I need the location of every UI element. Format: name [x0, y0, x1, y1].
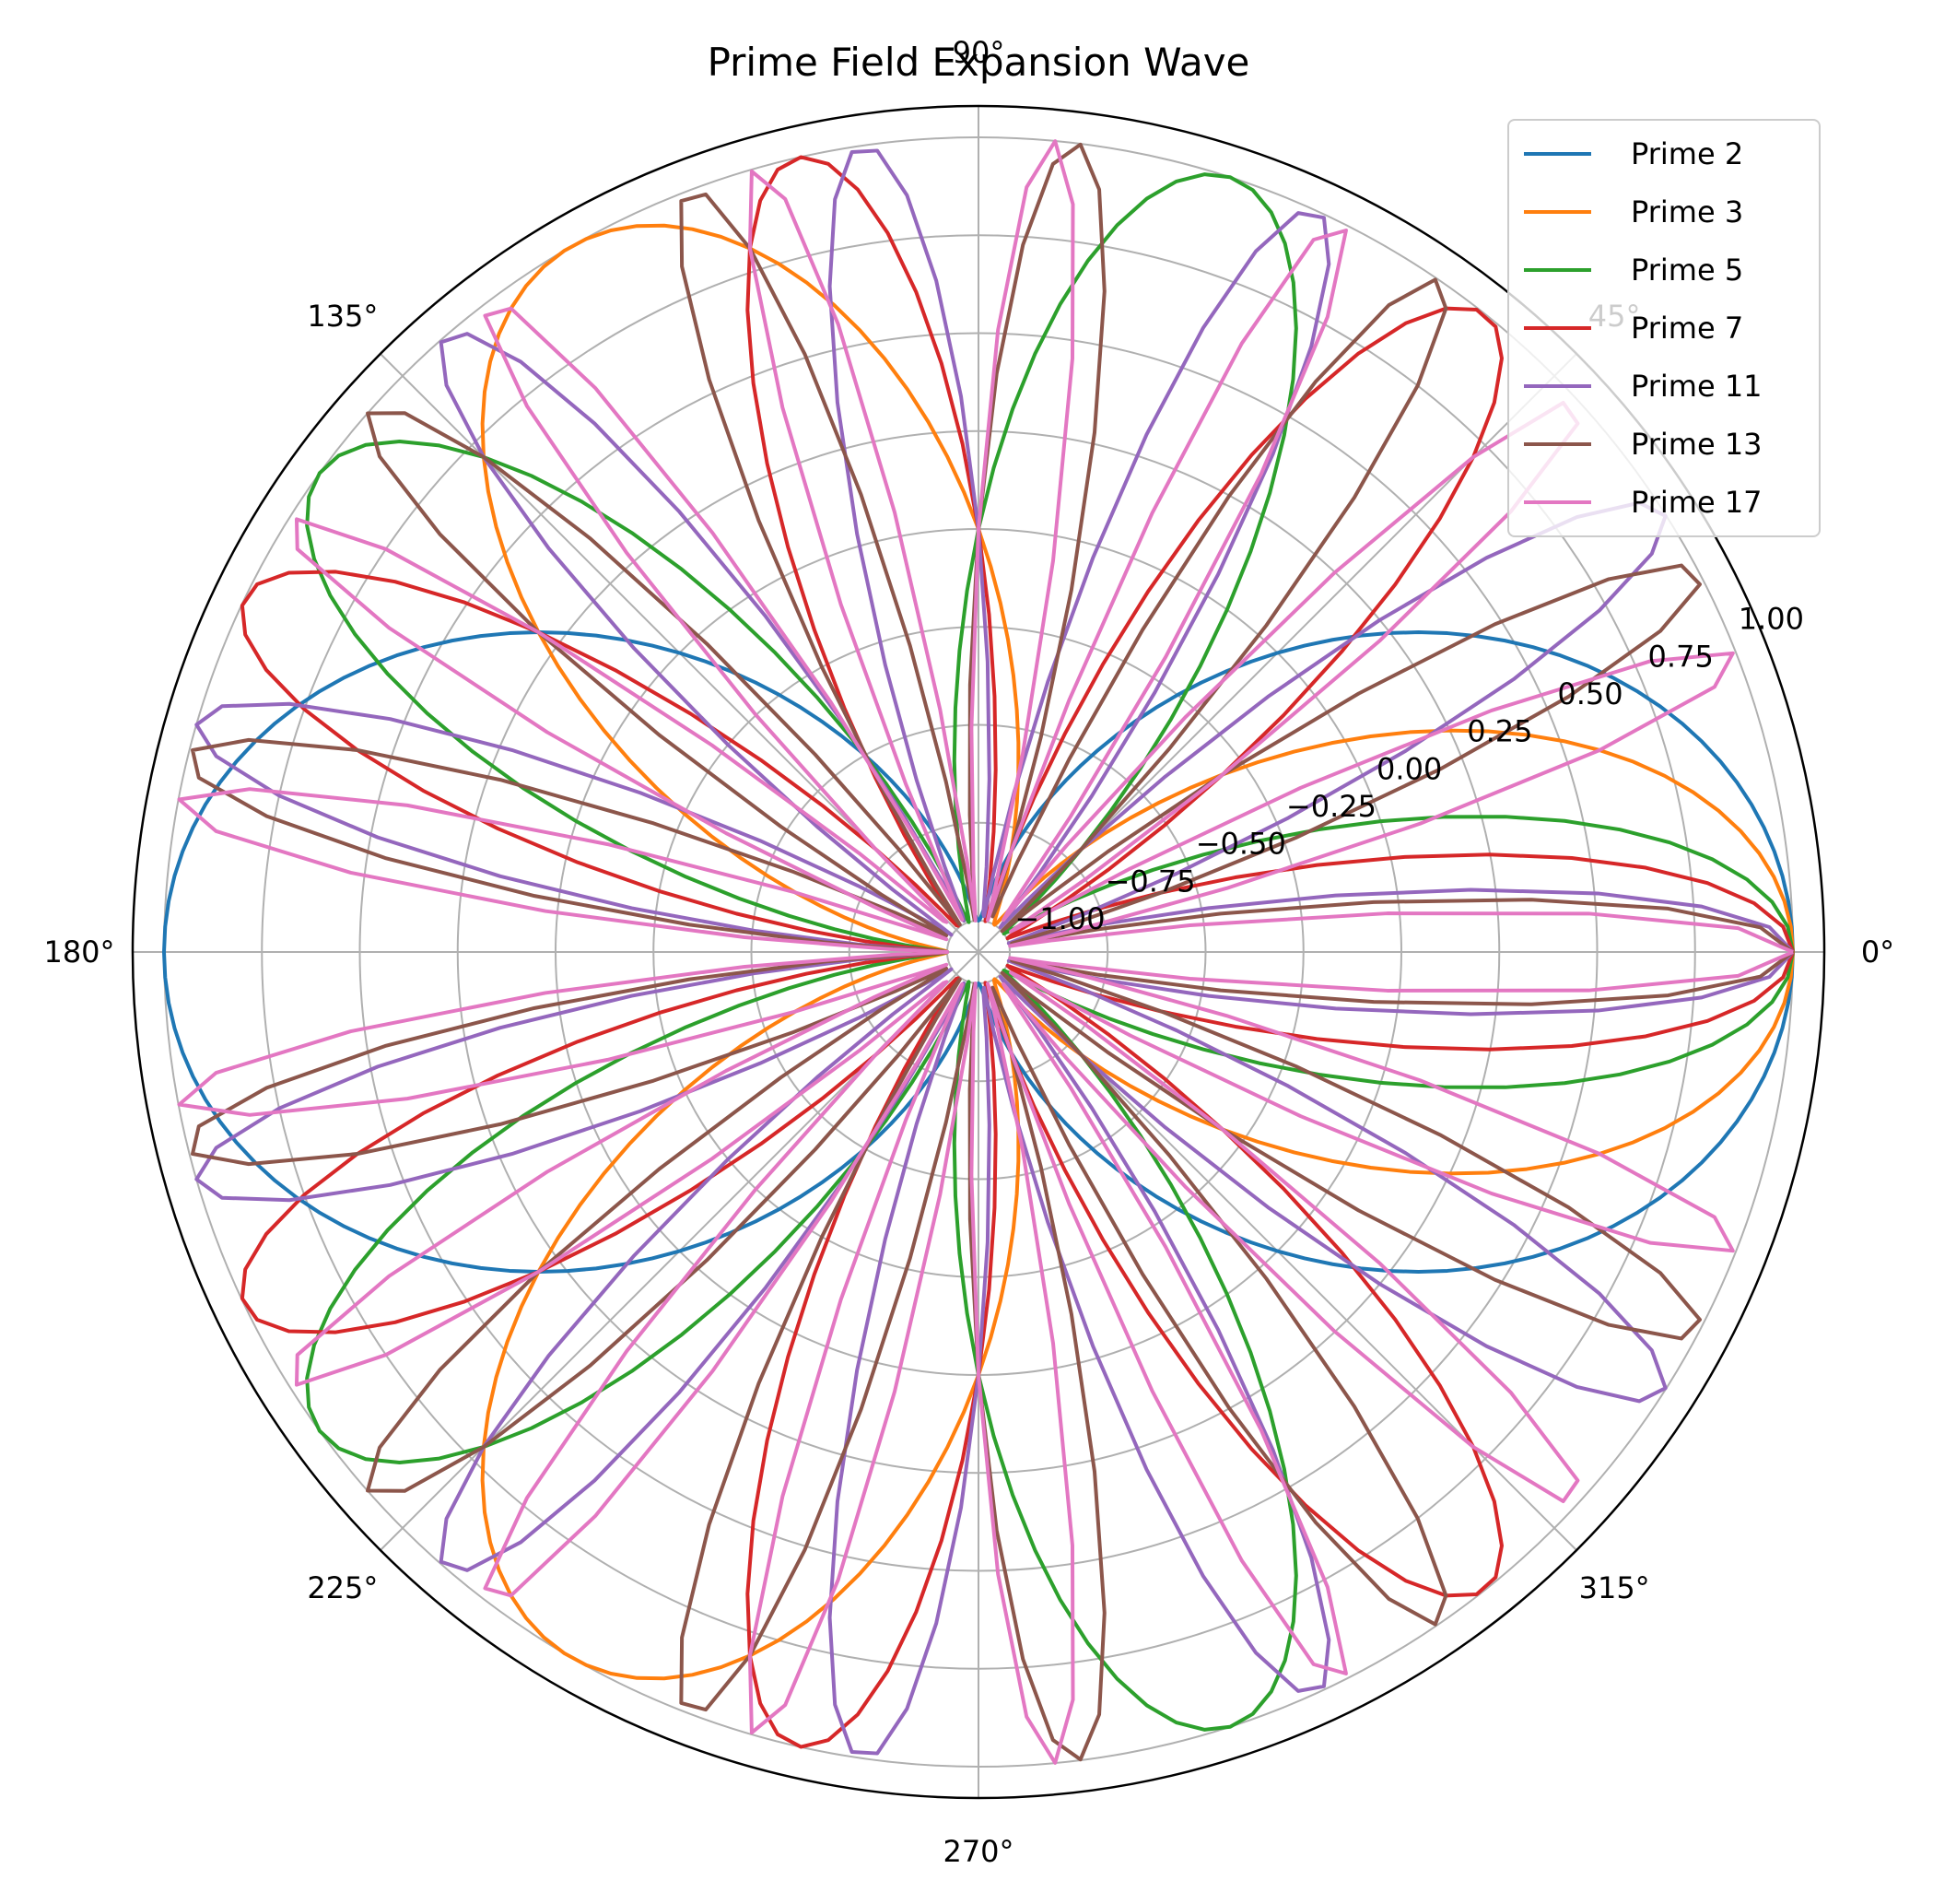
radial-tick-label-3: −0.25 — [1286, 789, 1377, 824]
legend-label-prime-13: Prime 13 — [1631, 427, 1763, 462]
legend: Prime 2 Prime 3 Prime 5 Prime 7 Prime 11 Prim… — [1507, 119, 1821, 537]
legend-label-prime-11: Prime 11 — [1631, 369, 1763, 404]
radial-tick-label-4: 0.00 — [1377, 751, 1442, 786]
angle-tick-label-0: 0° — [1861, 934, 1894, 970]
chart-title: Prime Field Expansion Wave — [708, 40, 1250, 85]
series-line-prime-17 — [177, 139, 1794, 1765]
radial-tick-label-6: 0.50 — [1557, 676, 1623, 711]
angle-tick-label-180: 180° — [43, 934, 114, 970]
radial-tick-label-8: 1.00 — [1739, 602, 1804, 637]
angle-tick-label-135: 135° — [307, 299, 378, 334]
radial-tick-label-5: 0.25 — [1467, 714, 1532, 749]
radial-tick-labels: −1.00−0.75−0.50−0.250.00 0.25 0.50 0.75 1.00 — [1014, 602, 1804, 936]
angle-tick-label-90: 90° — [953, 35, 1005, 70]
angle-tick-label-270: 270° — [943, 1834, 1013, 1869]
series-layer — [162, 139, 1795, 1765]
radial-tick-label-2: −0.50 — [1196, 827, 1286, 862]
legend-box — [1507, 119, 1821, 537]
legend-label-prime-3: Prime 3 — [1631, 194, 1743, 229]
legend-label-prime-2: Prime 2 — [1631, 136, 1743, 171]
legend-label-prime-7: Prime 7 — [1631, 311, 1743, 346]
radial-tick-label-0: −1.00 — [1014, 901, 1105, 936]
radial-tick-label-7: 0.75 — [1648, 639, 1714, 674]
legend-label-prime-5: Prime 5 — [1631, 253, 1743, 288]
polar-frame — [131, 104, 1826, 1800]
series-line-prime-2 — [162, 630, 1795, 1274]
radial-tick-label-1: −0.75 — [1106, 864, 1196, 899]
legend-label-prime-17: Prime 17 — [1631, 485, 1763, 520]
angle-tick-label-315: 315° — [1579, 1570, 1650, 1605]
angle-tick-label-225: 225° — [307, 1570, 378, 1605]
